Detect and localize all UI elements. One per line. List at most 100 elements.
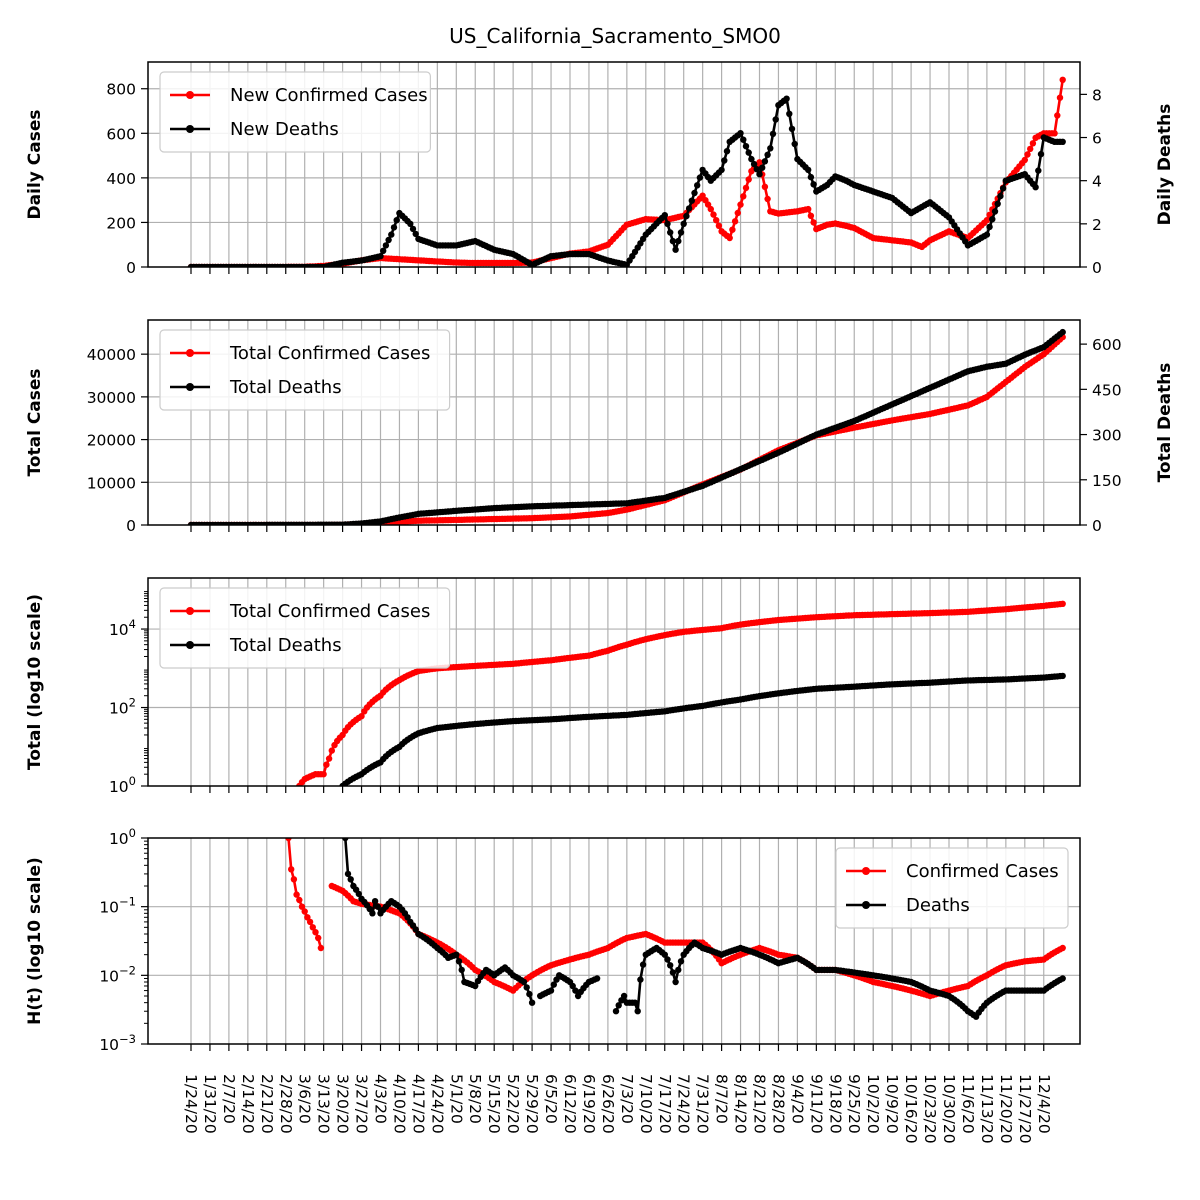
data-point	[677, 958, 685, 965]
x-tick-label: 11/6/20	[959, 1074, 977, 1134]
x-tick-label: 8/28/20	[769, 1074, 787, 1134]
data-point	[989, 216, 996, 223]
data-point	[685, 205, 693, 212]
data-point	[1027, 145, 1034, 153]
data-point	[320, 771, 327, 778]
data-point	[523, 984, 530, 991]
data-point	[742, 143, 750, 150]
data-point	[764, 151, 771, 158]
x-axis	[190, 267, 1045, 274]
x-tick-label: 8/21/20	[751, 1074, 769, 1134]
x-tick-label: 4/10/20	[390, 1074, 408, 1134]
data-point	[807, 173, 815, 181]
data-point	[769, 130, 777, 138]
x-tick-label: 6/12/20	[561, 1074, 579, 1134]
y-tick-label-right: 0	[1092, 259, 1102, 277]
data-point	[615, 1002, 622, 1009]
x-tick-label: 2/7/20	[220, 1074, 238, 1124]
data-point	[455, 958, 463, 965]
data-point	[667, 962, 674, 969]
legend-label: Deaths	[906, 895, 970, 916]
x-tick-label: 5/8/20	[466, 1074, 484, 1124]
y-tick-label-right: 450	[1092, 381, 1122, 399]
data-point	[664, 220, 671, 227]
y-axis-label: H(t) (log10 scale)	[25, 857, 45, 1025]
data-point	[520, 978, 528, 986]
y-tick-label: 600	[106, 125, 136, 143]
y-tick-label: 20000	[87, 432, 136, 450]
data-point	[342, 838, 349, 842]
x-tick-labels: 1/24/20 1/31/20 2/7/20 2/14/20 2/21/20 2/28/2…	[182, 1074, 1053, 1144]
data-point	[1032, 184, 1039, 191]
y-tick-label-right: 4	[1092, 173, 1102, 191]
data-point	[393, 217, 400, 224]
data-point	[997, 192, 1004, 200]
data-point	[745, 149, 752, 156]
data-point	[810, 181, 817, 188]
x-tick-label: 6/5/20	[542, 1074, 560, 1124]
legend: Total Confirmed Cases Total Deaths	[159, 587, 451, 669]
plot-area	[285, 838, 1066, 1020]
x-tick-label: 8/7/20	[713, 1074, 731, 1124]
x-tick-label: 10/9/20	[883, 1074, 901, 1134]
data-point	[293, 891, 300, 898]
data-point	[688, 197, 695, 204]
data-point	[742, 184, 750, 192]
legend-label: Total Deaths	[229, 635, 342, 656]
plot-area	[296, 600, 1066, 786]
data-point	[669, 969, 677, 976]
data-point	[661, 212, 668, 219]
x-axis	[190, 786, 1045, 793]
x-tick-label: 7/17/20	[656, 1074, 674, 1134]
figure-title: US_California_Sacramento_SMO0	[449, 24, 781, 48]
x-tick-label: 3/6/20	[296, 1074, 314, 1124]
data-point	[718, 166, 725, 174]
legend-box	[159, 329, 451, 411]
x-tick-label: 10/16/20	[902, 1074, 920, 1144]
data-point	[731, 218, 739, 225]
data-point	[675, 237, 682, 245]
data-point	[377, 253, 384, 260]
data-point	[407, 220, 414, 227]
x-tick-label: 10/30/20	[940, 1074, 958, 1144]
data-point	[791, 140, 798, 148]
x-tick-label: 2/14/20	[239, 1074, 257, 1134]
data-point	[713, 217, 720, 224]
data-point	[661, 951, 668, 958]
data-point	[810, 219, 817, 226]
legend: Total Confirmed Cases Total Deaths	[159, 329, 451, 411]
legend-label: Total Confirmed Cases	[229, 343, 430, 364]
data-point	[805, 205, 812, 213]
x-tick-label: 5/29/20	[523, 1074, 541, 1134]
data-point	[550, 981, 557, 988]
series-new-deaths	[187, 95, 1066, 267]
data-point	[1037, 150, 1045, 158]
data-point	[369, 910, 376, 917]
legend-swatch-marker	[186, 91, 194, 99]
x-tick-label: 6/19/20	[580, 1074, 598, 1134]
data-point	[306, 918, 314, 926]
axes-frame	[147, 837, 1081, 1045]
y-axis-label: Total Cases	[25, 368, 45, 476]
data-point	[710, 211, 717, 218]
data-point	[734, 209, 741, 217]
data-point	[620, 992, 628, 1000]
data-point	[783, 95, 790, 102]
legend-box	[159, 587, 451, 669]
panel-1: 0 200 400 600 800 0 2 4 6 8 Daily Cases Daily Death…	[25, 61, 1175, 277]
data-point	[328, 747, 335, 754]
legend-label: New Deaths	[230, 119, 339, 140]
data-point	[805, 166, 812, 174]
x-tick-label: 7/10/20	[637, 1074, 655, 1134]
x-tick-label: 2/21/20	[258, 1074, 276, 1134]
x-tick-label: 4/24/20	[428, 1074, 446, 1134]
data-point	[680, 220, 687, 227]
legend-swatch-marker	[186, 383, 194, 391]
data-point	[528, 999, 536, 1006]
data-point	[991, 208, 999, 215]
data-point	[723, 148, 731, 155]
x-tick-label: 11/13/20	[978, 1074, 996, 1144]
legend-swatch-marker	[186, 607, 194, 615]
y-axis-right: 0 150 300 450 600	[1080, 336, 1122, 535]
data-point	[729, 226, 736, 233]
